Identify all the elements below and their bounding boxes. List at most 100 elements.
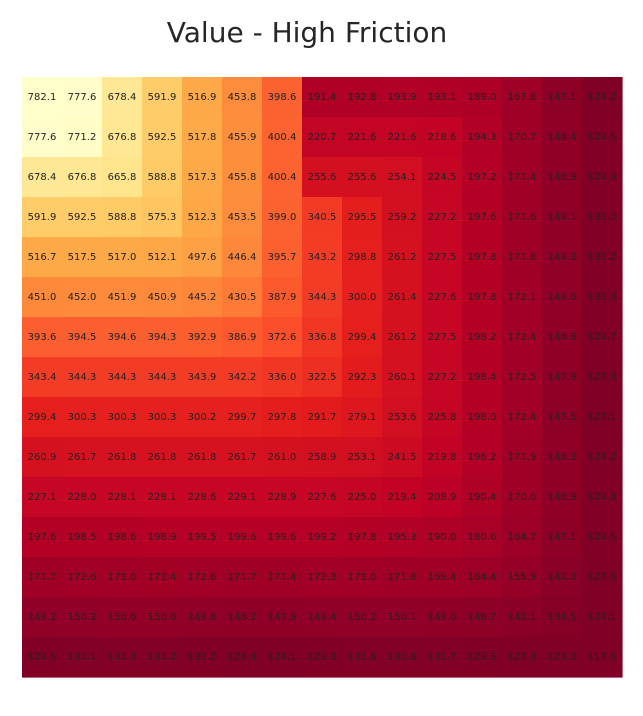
heatmap-cell-label: 167.8 <box>508 92 537 103</box>
heatmap-cell-label: 218.6 <box>428 132 457 143</box>
heatmap-cell <box>422 557 463 598</box>
heatmap-cell-label: 170.7 <box>508 132 537 143</box>
heatmap-cell-label: 227.5 <box>428 332 457 343</box>
heatmap-cell-label: 372.6 <box>268 332 297 343</box>
heatmap-cell-label: 261.7 <box>68 452 97 463</box>
heatmap-cell <box>302 557 343 598</box>
heatmap-cell-label: 336.8 <box>308 332 337 343</box>
heatmap-cell <box>222 517 263 558</box>
heatmap-cell-label: 129.8 <box>588 492 617 503</box>
heatmap-cell <box>22 157 63 198</box>
heatmap-cell-label: 400.4 <box>268 132 297 143</box>
heatmap-cell <box>342 197 383 238</box>
heatmap-cell <box>142 77 183 118</box>
heatmap-cell-label: 171.4 <box>508 172 537 183</box>
heatmap-cell-label: 451.9 <box>108 292 137 303</box>
heatmap-cell <box>102 357 143 398</box>
heatmap-cell <box>142 157 183 198</box>
heatmap-cell <box>62 437 103 478</box>
heatmap-cell-label: 592.5 <box>148 132 177 143</box>
heatmap-cell <box>22 277 63 318</box>
heatmap-cell <box>422 597 463 638</box>
heatmap-cell-label: 300.0 <box>348 292 377 303</box>
heatmap-cell <box>182 477 223 518</box>
heatmap-cell-label: 455.8 <box>228 172 257 183</box>
heatmap-cell-label: 189.0 <box>468 92 497 103</box>
heatmap-cell-label: 300.3 <box>68 412 97 423</box>
heatmap-cell <box>302 317 343 358</box>
heatmap-cell-label: 129.9 <box>588 172 617 183</box>
heatmap-cell-label: 142.1 <box>508 612 537 623</box>
heatmap-cell-label: 198.6 <box>108 532 137 543</box>
heatmap-cell <box>342 637 383 678</box>
heatmap-cell-label: 148.4 <box>548 132 577 143</box>
heatmap-cell-label: 399.0 <box>268 212 297 223</box>
heatmap-cell-label: 430.5 <box>228 292 257 303</box>
heatmap-cell <box>542 237 583 278</box>
heatmap-cell <box>142 597 183 638</box>
heatmap-cell-label: 299.4 <box>28 412 57 423</box>
heatmap-cell-label: 387.9 <box>268 292 297 303</box>
heatmap-cell <box>422 77 463 118</box>
heatmap-cell <box>382 597 423 638</box>
heatmap-cell-label: 172.4 <box>508 412 537 423</box>
heatmap-cell <box>542 517 583 558</box>
heatmap-cell-label: 190.4 <box>468 492 497 503</box>
heatmap-cell <box>102 517 143 558</box>
heatmap-cell <box>582 237 623 278</box>
heatmap-cell-label: 128.1 <box>268 652 297 663</box>
heatmap-cell-label: 297.8 <box>268 412 297 423</box>
heatmap-cell <box>302 437 343 478</box>
heatmap-cell <box>542 357 583 398</box>
heatmap-cell-label: 148.2 <box>228 612 257 623</box>
heatmap-cell-label: 455.9 <box>228 132 257 143</box>
heatmap-cell-label: 517.3 <box>188 172 217 183</box>
heatmap-cell-label: 261.7 <box>228 452 257 463</box>
heatmap-cell-label: 591.9 <box>148 92 177 103</box>
heatmap-cell-label: 221.6 <box>348 132 377 143</box>
heatmap-cell <box>462 237 503 278</box>
heatmap-cell-label: 149.3 <box>548 252 577 263</box>
heatmap-cell-label: 676.8 <box>68 172 97 183</box>
heatmap-cell <box>302 197 343 238</box>
heatmap-cell-label: 453.8 <box>228 92 257 103</box>
heatmap-cell <box>582 437 623 478</box>
heatmap-cell-label: 171.7 <box>228 572 257 583</box>
heatmap-cell <box>542 117 583 158</box>
heatmap-cell-label: 147.9 <box>548 372 577 383</box>
heatmap-cell <box>462 517 503 558</box>
heatmap-cell-label: 516.9 <box>188 92 217 103</box>
heatmap-cell-label: 394.5 <box>68 332 97 343</box>
heatmap-cell-label: 197.8 <box>468 252 497 263</box>
heatmap-cell <box>582 477 623 518</box>
heatmap-cell <box>222 77 263 118</box>
heatmap-cell <box>422 277 463 318</box>
heatmap-cell <box>582 197 623 238</box>
heatmap-cell <box>262 357 303 398</box>
heatmap-cell-label: 255.6 <box>308 172 337 183</box>
heatmap-cell-label: 172.6 <box>188 572 217 583</box>
heatmap-cell-label: 336.0 <box>268 372 297 383</box>
heatmap-cell-label: 148.9 <box>548 172 577 183</box>
heatmap-cell-label: 196.2 <box>468 452 497 463</box>
heatmap-cell <box>62 237 103 278</box>
heatmap-cell <box>142 477 183 518</box>
heatmap-cell-label: 260.9 <box>28 452 57 463</box>
heatmap-cell <box>462 637 503 678</box>
heatmap-cell-label: 516.7 <box>28 252 57 263</box>
heatmap-cell <box>302 157 343 198</box>
heatmap-cell-label: 149.4 <box>308 612 337 623</box>
heatmap-cell <box>462 477 503 518</box>
heatmap-cell <box>422 157 463 198</box>
heatmap-cell <box>62 597 103 638</box>
heatmap-cell <box>462 597 503 638</box>
heatmap-cell <box>142 197 183 238</box>
heatmap-cell-label: 171.4 <box>268 572 297 583</box>
heatmap-cell <box>142 277 183 318</box>
heatmap-cell-label: 149.1 <box>548 212 577 223</box>
heatmap-cell <box>382 357 423 398</box>
heatmap-cell <box>22 197 63 238</box>
heatmap-cell-label: 588.8 <box>148 172 177 183</box>
heatmap-cell <box>102 77 143 118</box>
